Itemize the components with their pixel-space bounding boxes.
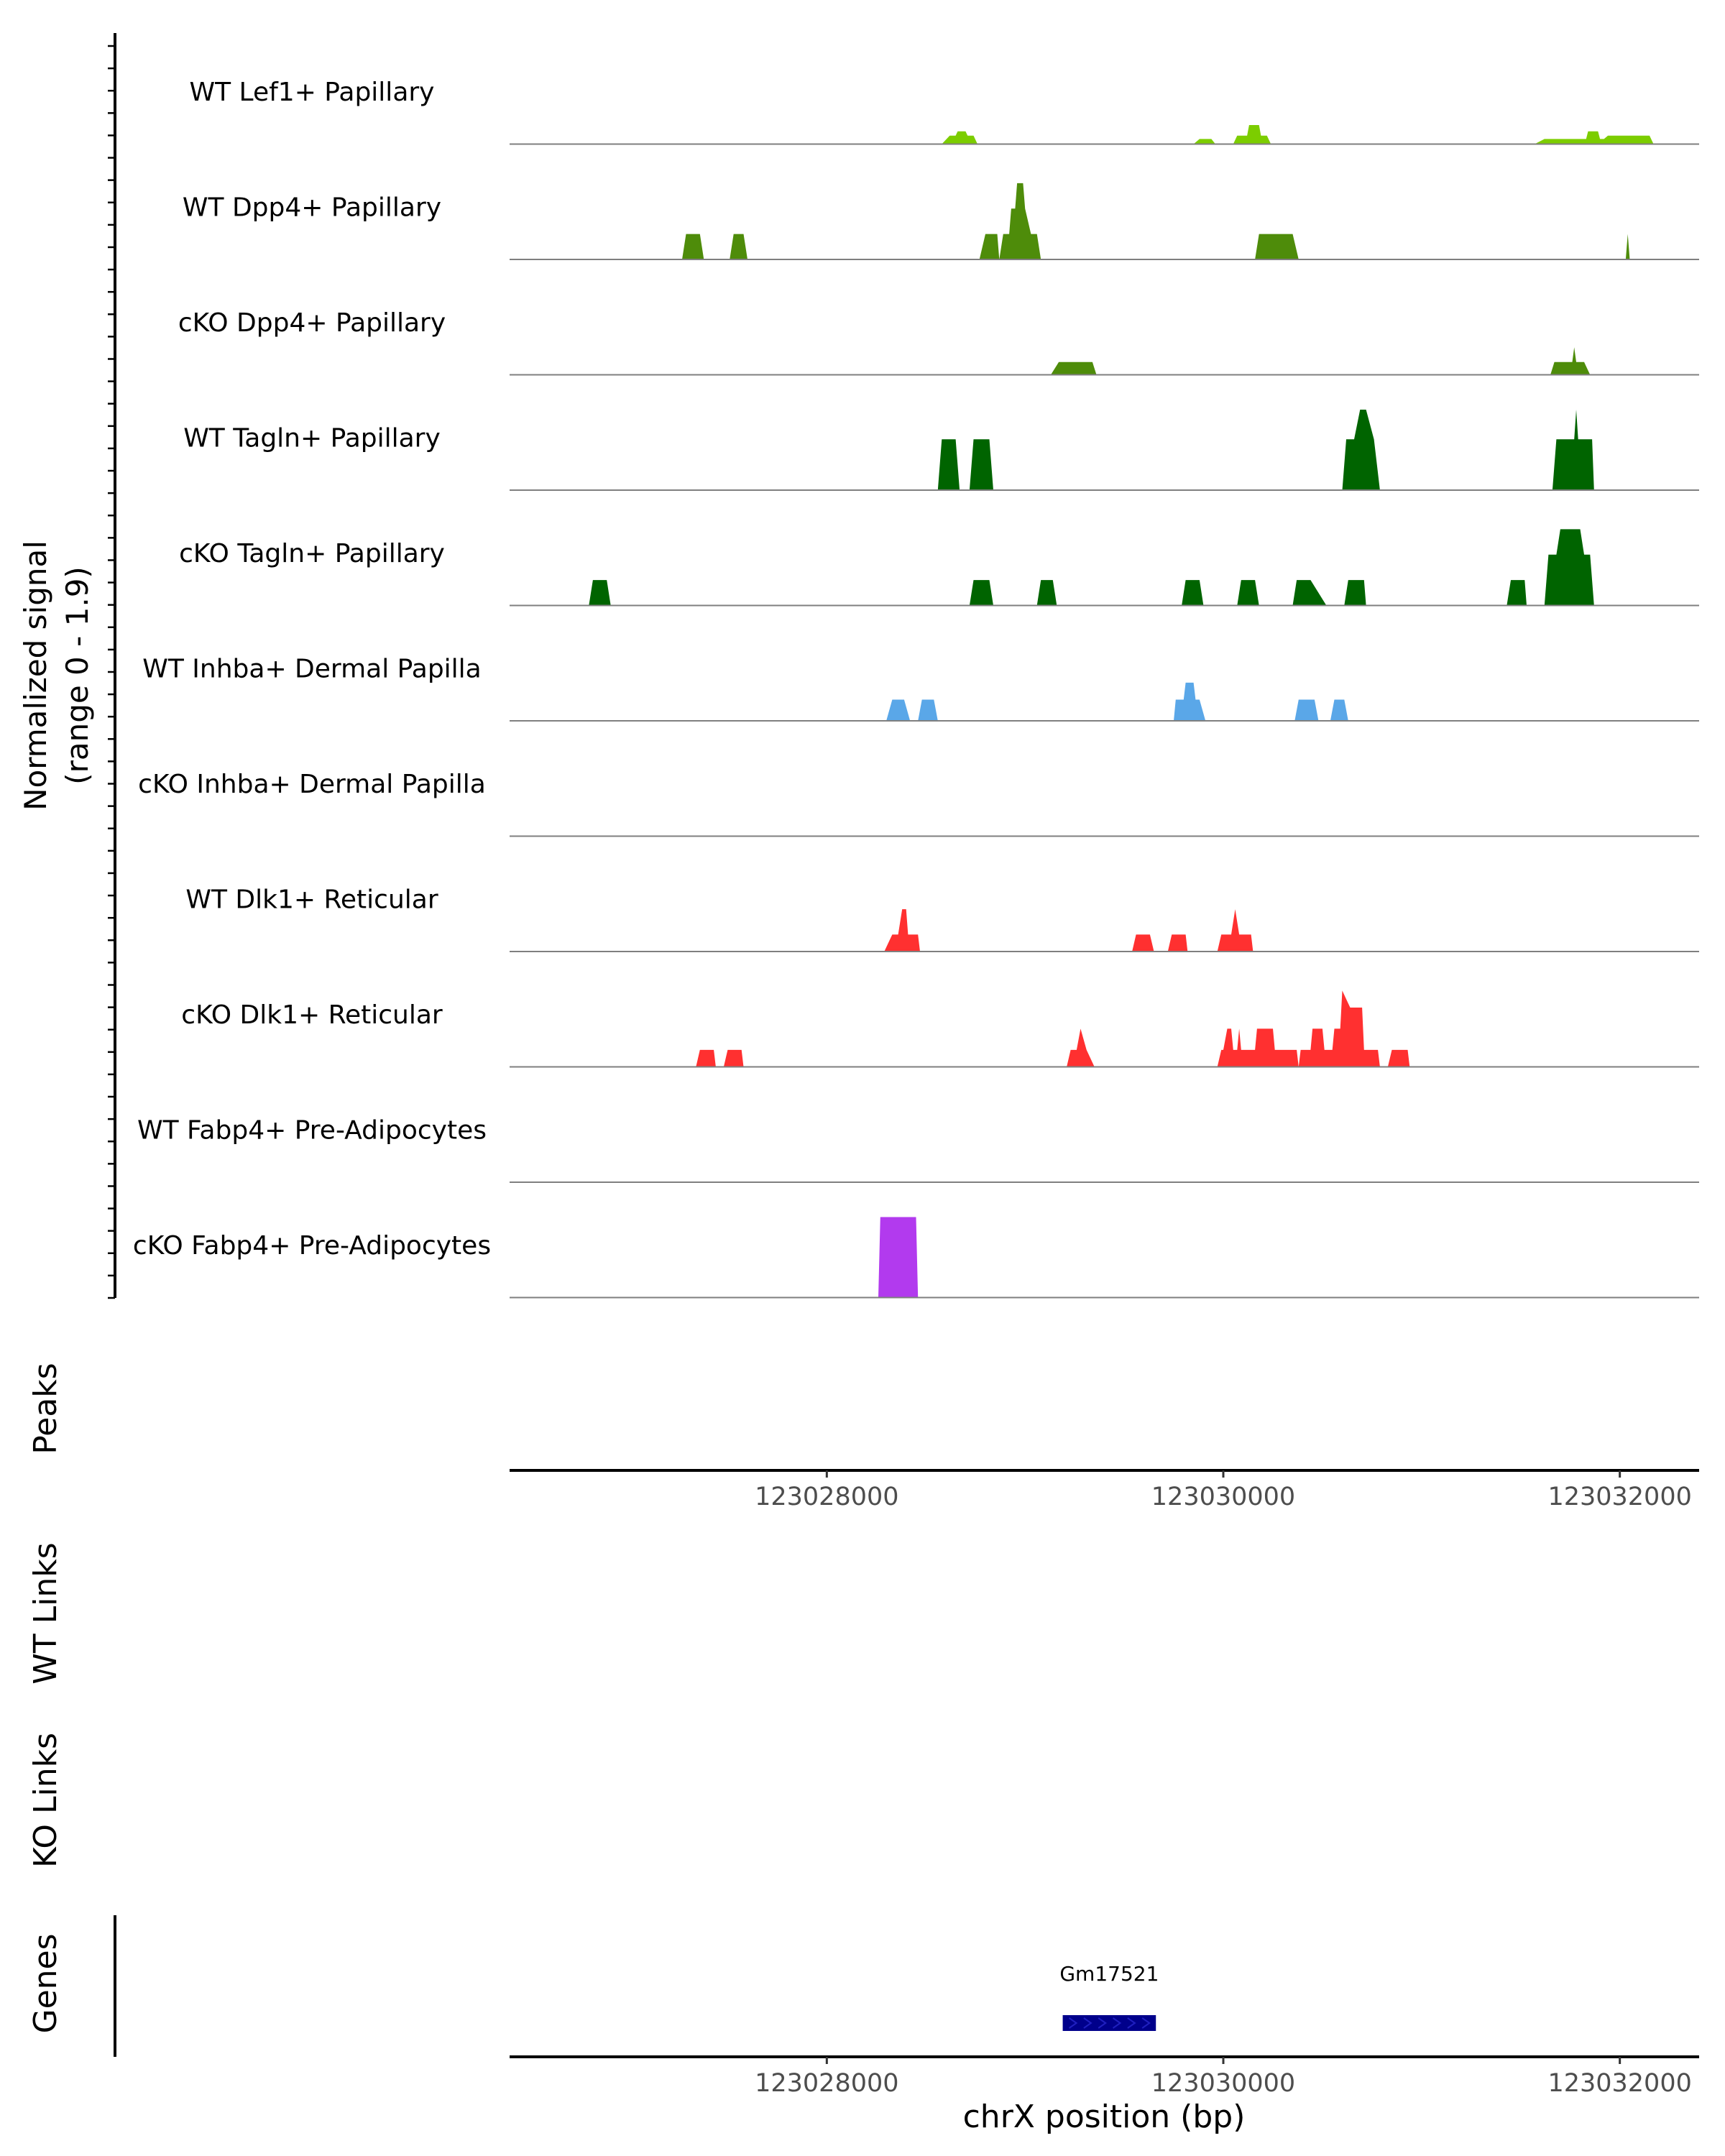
gene-strand-arrow bbox=[1098, 2017, 1107, 2029]
gene-models: Gm17521 bbox=[1059, 1962, 1159, 2031]
x-tick-label: 123030000 bbox=[1151, 1483, 1295, 1511]
coverage-tracks: WT Lef1+ Papillary WT Dpp4+ Papillary cKO … bbox=[133, 78, 1699, 1299]
track-label: cKO Fabp4+ Pre-Adipocytes bbox=[133, 1231, 491, 1261]
gene-strand-arrow bbox=[1068, 2017, 1078, 2029]
genes-label: Genes bbox=[27, 1933, 64, 2033]
y-axis-spine bbox=[108, 33, 116, 1299]
track: cKO Fabp4+ Pre-Adipocytes bbox=[133, 1217, 1699, 1299]
ko-links-label: KO Links bbox=[27, 1733, 64, 1868]
track-label: WT Inhba+ Dermal Papilla bbox=[142, 655, 481, 684]
track-label: WT Dpp4+ Papillary bbox=[183, 193, 441, 223]
x-tick-label: 123032000 bbox=[1547, 1483, 1691, 1511]
track-signal bbox=[682, 183, 1630, 259]
track-signal bbox=[696, 990, 1410, 1067]
track: WT Dlk1+ Reticular bbox=[185, 885, 1699, 952]
x-tick-label: 123032000 bbox=[1547, 2069, 1691, 2098]
track: cKO Dpp4+ Papillary bbox=[178, 308, 1699, 376]
track: WT Fabp4+ Pre-Adipocytes bbox=[137, 1116, 1699, 1183]
track-label: WT Fabp4+ Pre-Adipocytes bbox=[137, 1116, 487, 1146]
genes-panel: Genes Gm17521 123028000 123030000 12303200… bbox=[27, 1915, 1699, 2135]
track-label: cKO Inhba+ Dermal Papilla bbox=[138, 770, 486, 799]
track-signal bbox=[937, 410, 1594, 490]
track-label: WT Tagln+ Papillary bbox=[183, 424, 441, 453]
track-signal bbox=[1051, 347, 1591, 375]
track-signal bbox=[878, 1217, 919, 1298]
genes-x-ticks: 123028000 123030000 123032000 bbox=[755, 2057, 1692, 2098]
y-axis-title-line1: Normalized signal bbox=[18, 540, 53, 811]
track-label: WT Dlk1+ Reticular bbox=[185, 885, 438, 915]
peaks-x-ticks: 123028000 123030000 123032000 bbox=[755, 1470, 1692, 1511]
y-axis-title: Normalized signal (range 0 - 1.9) bbox=[18, 540, 95, 811]
track-label: cKO Dlk1+ Reticular bbox=[181, 1000, 443, 1030]
track: WT Lef1+ Papillary bbox=[190, 78, 1699, 145]
track-label: cKO Dpp4+ Papillary bbox=[178, 308, 446, 338]
y-axis-title-line2: (range 0 - 1.9) bbox=[60, 566, 95, 785]
x-axis-title: chrX position (bp) bbox=[963, 2099, 1246, 2135]
gene-strand-arrow bbox=[1127, 2017, 1136, 2029]
peaks-label: Peaks bbox=[27, 1363, 64, 1454]
peaks-panel: Peaks 123028000 123030000 123032000 bbox=[27, 1363, 1699, 1511]
track-label: WT Lef1+ Papillary bbox=[190, 78, 435, 107]
track: cKO Dlk1+ Reticular bbox=[181, 990, 1699, 1068]
track: cKO Tagln+ Papillary bbox=[179, 529, 1699, 607]
wt-links-label: WT Links bbox=[27, 1542, 64, 1684]
track-signal bbox=[589, 529, 1594, 606]
gene-strand-arrow bbox=[1141, 2017, 1151, 2029]
track-signal bbox=[886, 682, 1348, 721]
track: WT Inhba+ Dermal Papilla bbox=[142, 655, 1699, 722]
x-tick-label: 123030000 bbox=[1151, 2069, 1295, 2098]
track-signal bbox=[884, 909, 1254, 952]
track-label: cKO Tagln+ Papillary bbox=[179, 539, 445, 568]
x-tick-label: 123028000 bbox=[755, 2069, 898, 2098]
gene-strand-arrow bbox=[1112, 2017, 1122, 2029]
gene-label: Gm17521 bbox=[1059, 1962, 1159, 1986]
gene-strand-arrow bbox=[1083, 2017, 1092, 2029]
track: cKO Inhba+ Dermal Papilla bbox=[138, 770, 1699, 837]
track: WT Dpp4+ Papillary bbox=[183, 183, 1699, 260]
track: WT Tagln+ Papillary bbox=[183, 410, 1699, 491]
x-tick-label: 123028000 bbox=[755, 1483, 898, 1511]
track-signal bbox=[942, 125, 1654, 144]
